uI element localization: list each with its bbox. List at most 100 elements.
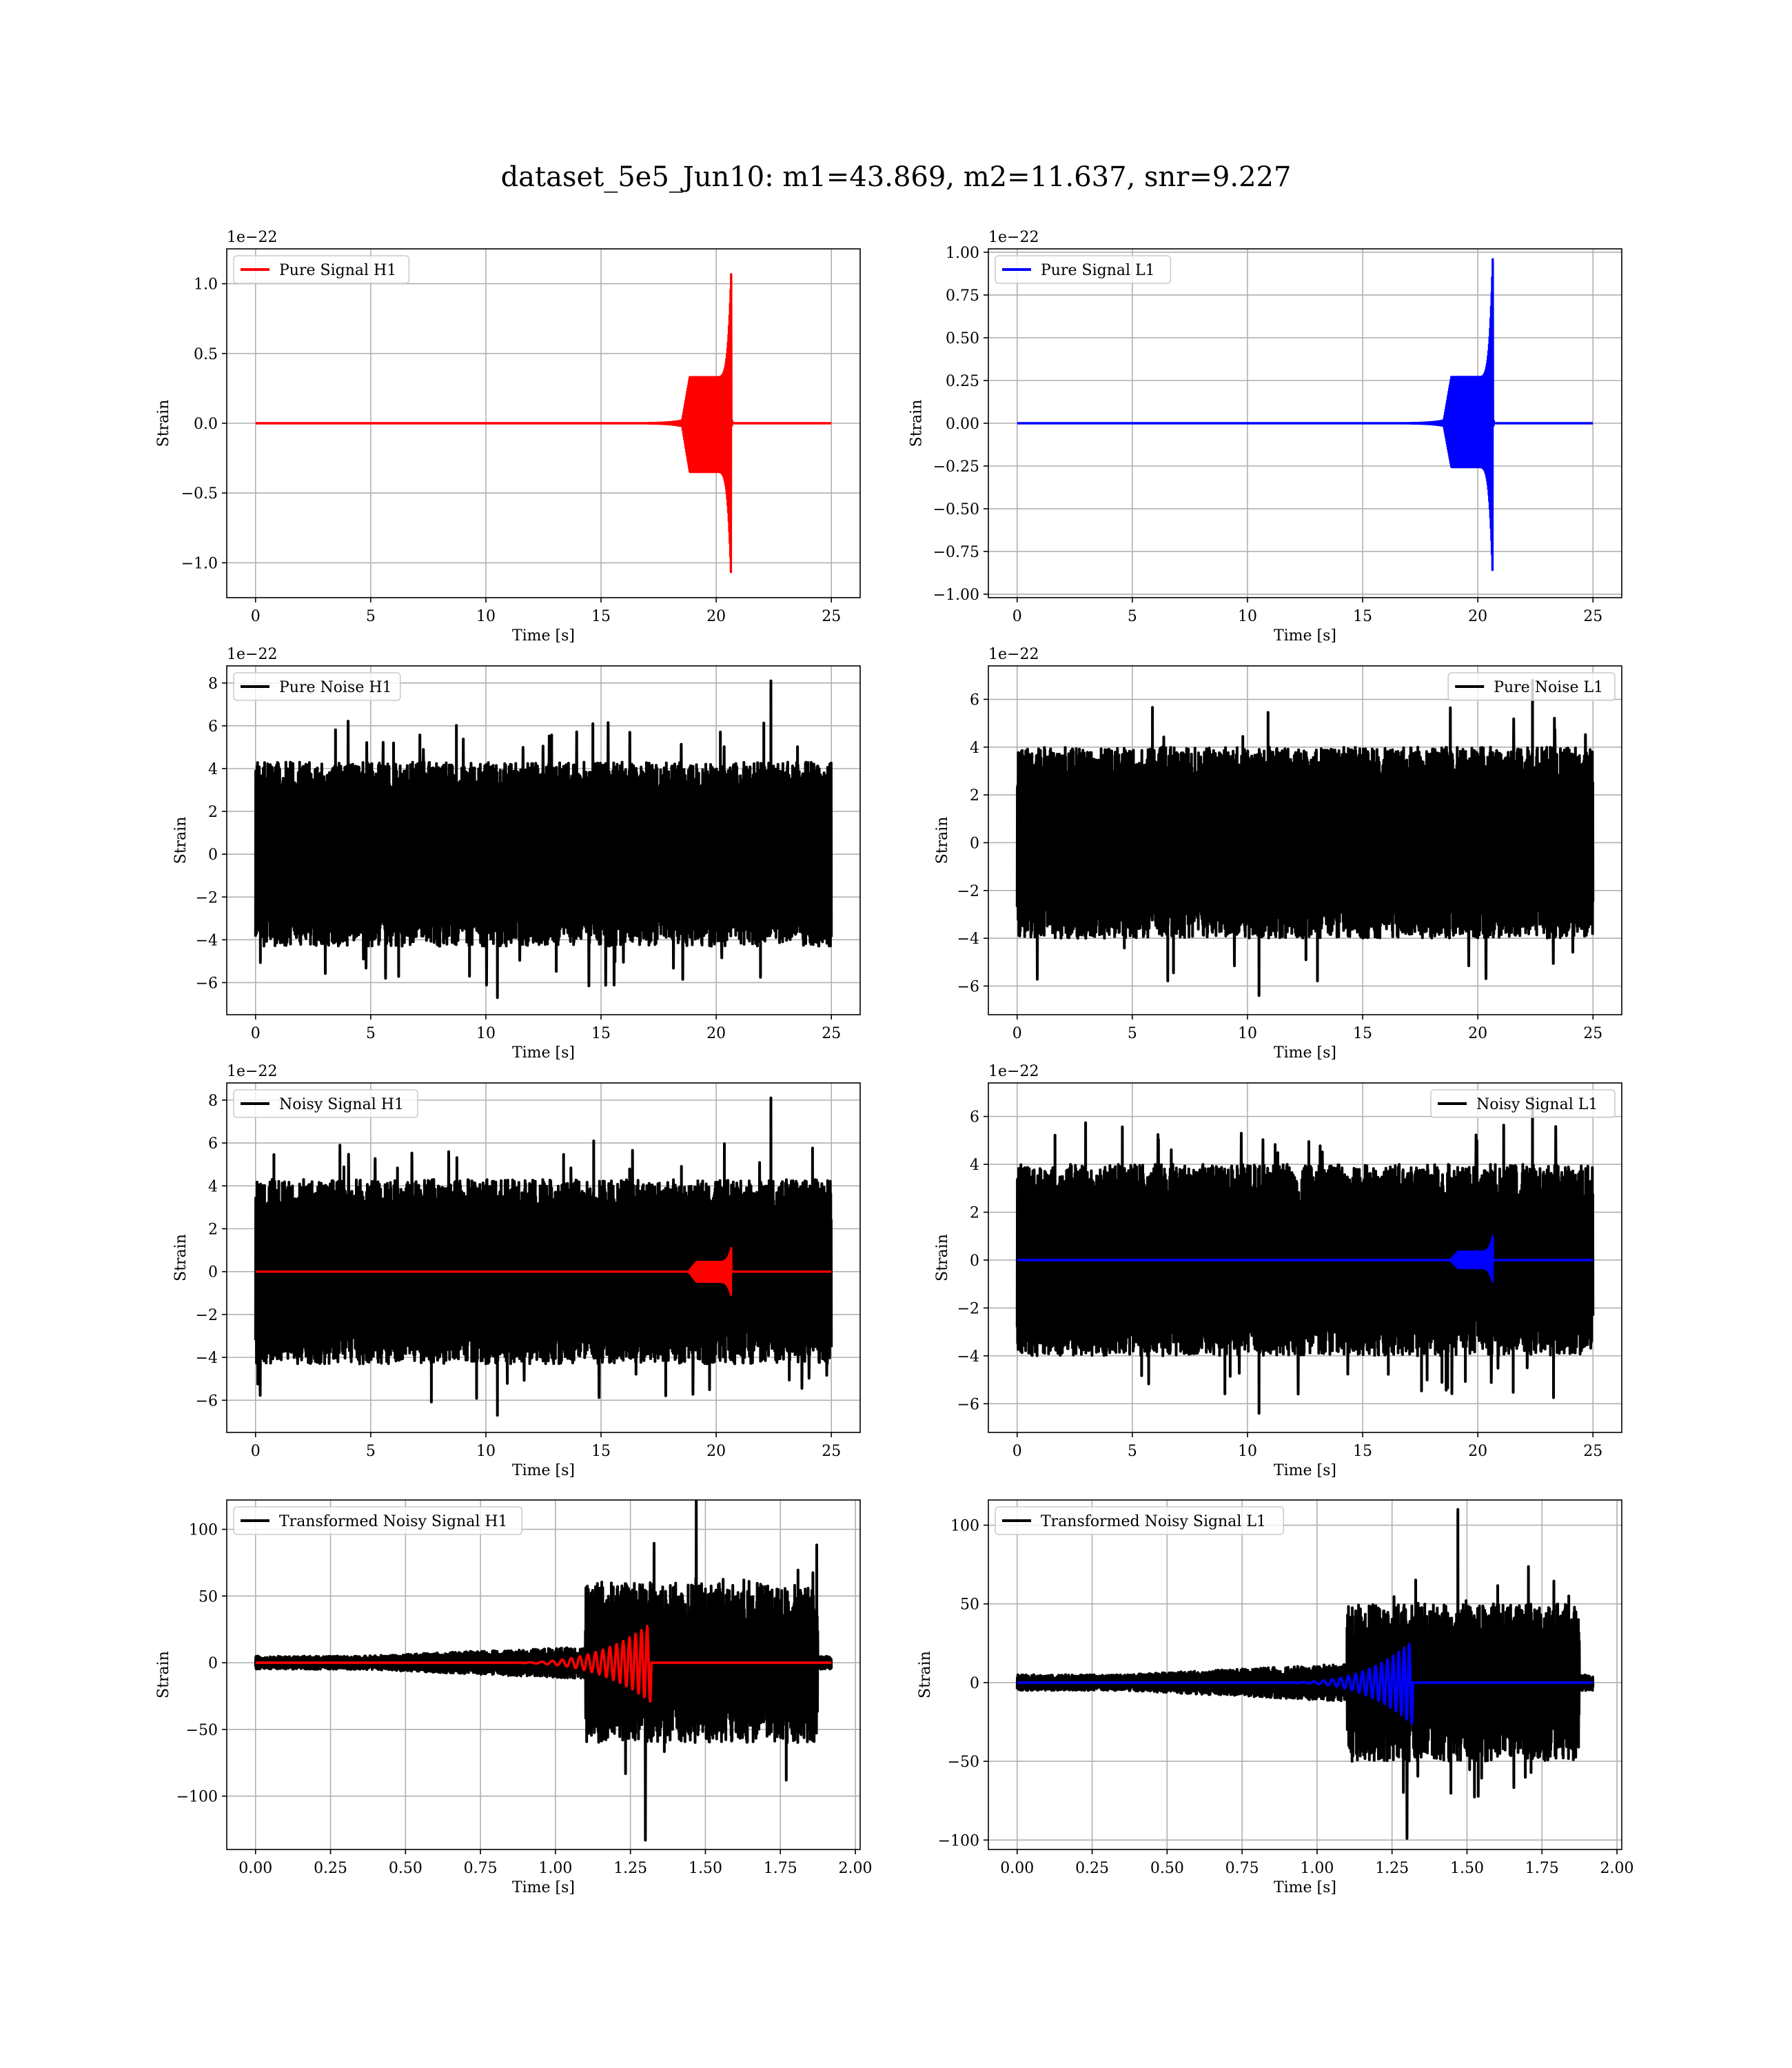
- x-axis-label: Time [s]: [512, 1879, 575, 1896]
- y-tick-label: 0: [208, 847, 218, 864]
- y-tick-label: −0.5: [181, 485, 218, 503]
- x-tick-label: 5: [1128, 1025, 1137, 1042]
- y-tick-label: −50: [186, 1722, 218, 1739]
- x-tick-label: 5: [366, 608, 376, 625]
- x-tick-label: 0.50: [1150, 1860, 1184, 1877]
- plot-area: [254, 679, 833, 1000]
- y-tick-label: −2: [957, 1300, 979, 1317]
- series-line-pure-signal-l1: [1016, 258, 1594, 571]
- y-tick-label: 4: [970, 1157, 979, 1174]
- series-line-overlay-1: [254, 1247, 833, 1297]
- y-tick-label: 100: [189, 1522, 218, 1539]
- y-tick-label: −100: [938, 1832, 979, 1849]
- x-axis-label: Time [s]: [512, 627, 575, 645]
- y-tick-label: 0.00: [946, 416, 979, 433]
- x-tick-label: 25: [822, 1443, 841, 1460]
- legend-label: Pure Signal L1: [1041, 262, 1155, 279]
- x-tick-label: 0.00: [1000, 1860, 1034, 1877]
- subplot-pure-signal-l1: 0 5 10 15 20 25 −1.00 −0.75 −0.50 −0.25 0.00 0.25 0.…: [908, 229, 1622, 645]
- y-tick-label: 6: [208, 718, 218, 736]
- series-line-noisy-signal-l1: [1015, 1095, 1595, 1415]
- y-tick-label: 8: [208, 676, 218, 693]
- x-tick-label: 15: [591, 1443, 611, 1460]
- legend: Transformed Noisy Signal H1: [233, 1506, 523, 1535]
- offset-label: 1e−22: [988, 1063, 1039, 1080]
- y-tick-label: 50: [960, 1596, 979, 1614]
- x-tick-label: 10: [476, 1025, 496, 1042]
- x-tick-label: 25: [1583, 608, 1602, 625]
- x-tick-label: 0.00: [238, 1860, 272, 1877]
- x-tick-label: 1.50: [1450, 1860, 1484, 1877]
- axes-frame: [988, 665, 1622, 1015]
- axes-frame: [226, 1499, 861, 1850]
- legend-label: Pure Noise L1: [1494, 679, 1603, 696]
- x-tick-label: 1.25: [613, 1860, 647, 1877]
- y-tick-label: −6: [196, 975, 218, 992]
- subplot-pure-noise-h1: 0 5 10 15 20 25 −6 −4 −2 0 2 4 6 8 1e−22 Time [s] Strain…: [172, 646, 861, 1062]
- plot-area: [1015, 1095, 1595, 1415]
- x-axis-label: Time [s]: [512, 1044, 575, 1062]
- y-tick-label: 2: [970, 787, 979, 804]
- x-axis-label: Time [s]: [1274, 1879, 1336, 1896]
- legend: Pure Signal H1: [233, 255, 410, 284]
- y-tick-label: 0.50: [946, 330, 979, 347]
- x-tick-label: 20: [706, 1025, 726, 1042]
- y-tick-label: 6: [970, 692, 979, 709]
- x-tick-label: 0: [251, 1025, 261, 1042]
- y-tick-label: 2: [208, 804, 218, 821]
- y-tick-label: 1.0: [194, 276, 218, 294]
- y-tick-label: −0.25: [933, 458, 979, 476]
- legend-frame: [233, 1089, 418, 1118]
- y-tick-label: 0.25: [946, 373, 979, 390]
- y-tick-label: 6: [208, 1135, 218, 1153]
- series-line-overlay-1: [1016, 1235, 1594, 1283]
- x-axis-label: Time [s]: [1274, 1462, 1336, 1479]
- x-tick-label: 20: [706, 1443, 726, 1460]
- x-tick-label: 20: [1468, 1025, 1487, 1042]
- x-tick-label: 1.00: [1300, 1860, 1334, 1877]
- y-tick-label: −0.75: [933, 544, 979, 561]
- legend: Pure Noise H1: [233, 672, 401, 701]
- x-tick-label: 15: [1353, 1443, 1372, 1460]
- x-tick-label: 20: [706, 608, 726, 625]
- plot-area: [1016, 258, 1594, 571]
- axes-frame: [226, 665, 861, 1015]
- legend-frame: [233, 255, 410, 284]
- series-line-pure-noise-l1: [1015, 678, 1595, 997]
- y-tick-label: −2: [196, 1307, 218, 1324]
- y-tick-label: 0.0: [194, 416, 218, 433]
- x-tick-label: 0: [1012, 608, 1022, 625]
- y-axis-label: Strain: [917, 1651, 934, 1699]
- y-tick-label: 2: [970, 1205, 979, 1222]
- x-tick-label: 1.00: [538, 1860, 572, 1877]
- x-tick-label: 20: [1468, 608, 1487, 625]
- x-tick-label: 0.25: [1075, 1860, 1109, 1877]
- y-tick-label: 2: [208, 1221, 218, 1239]
- x-tick-label: 15: [1353, 608, 1372, 625]
- y-tick-label: 0: [970, 835, 979, 852]
- y-tick-label: 0.75: [946, 287, 979, 305]
- x-tick-label: 1.50: [689, 1860, 722, 1877]
- y-tick-label: −1.0: [181, 555, 218, 572]
- subplot-transformed-noisy-signal-h1: 0.00 0.25 0.50 0.75 1.00 1.25 1.50 1.75 2.00 −100…: [155, 1499, 873, 1896]
- y-tick-label: −2: [957, 883, 979, 900]
- offset-label: 1e−22: [227, 646, 277, 663]
- x-tick-label: 5: [366, 1025, 376, 1042]
- y-tick-label: 4: [208, 1178, 218, 1195]
- x-tick-label: 0.25: [314, 1860, 347, 1877]
- x-tick-label: 25: [822, 608, 841, 625]
- legend-label: Pure Signal H1: [279, 262, 396, 279]
- offset-label: 1e−22: [227, 1063, 277, 1080]
- legend-label: Noisy Signal H1: [279, 1096, 404, 1113]
- x-tick-label: 5: [366, 1443, 376, 1460]
- x-axis-label: Time [s]: [1274, 627, 1336, 645]
- legend-label: Transformed Noisy Signal H1: [279, 1513, 508, 1530]
- x-tick-label: 0.75: [464, 1860, 498, 1877]
- legend: Noisy Signal H1: [233, 1089, 418, 1118]
- x-tick-label: 20: [1468, 1443, 1487, 1460]
- y-axis-label: Strain: [172, 817, 190, 864]
- y-tick-label: −6: [196, 1392, 218, 1410]
- y-tick-label: 0.5: [194, 346, 218, 363]
- series-line-pure-noise-h1: [254, 679, 833, 1000]
